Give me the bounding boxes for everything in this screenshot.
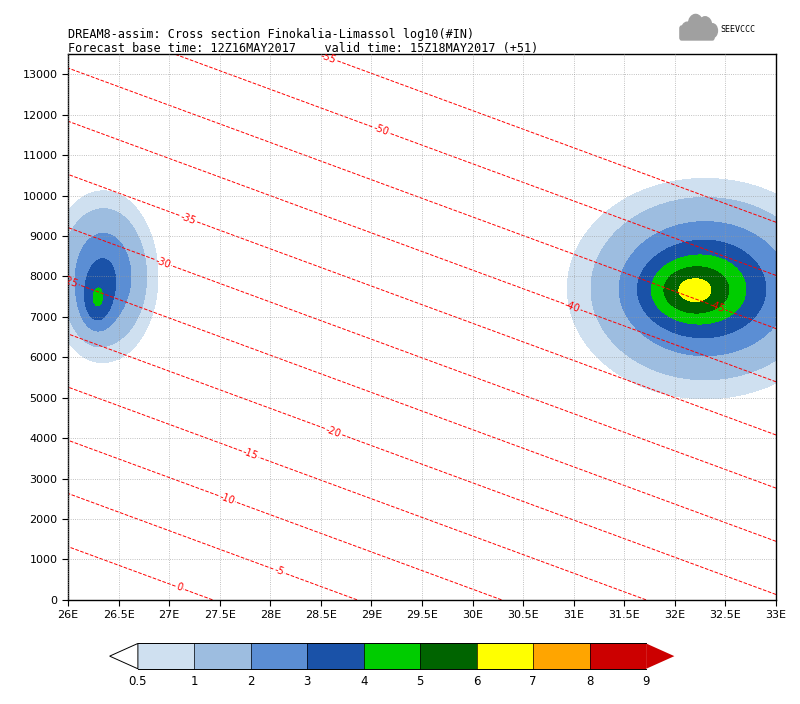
- Bar: [364, 643, 420, 669]
- Text: -40: -40: [563, 299, 582, 314]
- Text: -50: -50: [371, 122, 390, 137]
- Text: -45: -45: [708, 299, 726, 314]
- Text: -25: -25: [61, 274, 80, 289]
- Text: 2: 2: [247, 675, 254, 688]
- FancyBboxPatch shape: [680, 26, 714, 40]
- Text: DREAM8-assim: Cross section Finokalia-Limassol log10(#IN): DREAM8-assim: Cross section Finokalia-Li…: [68, 28, 474, 41]
- Circle shape: [688, 14, 703, 34]
- Circle shape: [682, 22, 693, 37]
- Bar: [533, 643, 590, 669]
- Text: -20: -20: [324, 424, 342, 439]
- Bar: [251, 643, 307, 669]
- Text: -15: -15: [241, 447, 259, 462]
- Bar: [307, 643, 364, 669]
- Text: -55: -55: [319, 50, 338, 65]
- Text: SEEVCCC: SEEVCCC: [721, 25, 756, 34]
- Text: 0: 0: [174, 582, 184, 593]
- Circle shape: [698, 17, 712, 35]
- Bar: [420, 643, 477, 669]
- Text: 9: 9: [642, 675, 650, 688]
- Polygon shape: [646, 643, 674, 669]
- Text: -10: -10: [218, 491, 236, 506]
- Polygon shape: [110, 643, 138, 669]
- Text: 7: 7: [530, 675, 537, 688]
- Text: Forecast base time: 12Z16MAY2017    valid time: 15Z18MAY2017 (+51): Forecast base time: 12Z16MAY2017 valid t…: [68, 42, 538, 55]
- Text: 1: 1: [190, 675, 198, 688]
- Bar: [590, 643, 646, 669]
- Text: 8: 8: [586, 675, 594, 688]
- Bar: [138, 643, 194, 669]
- Text: 0.5: 0.5: [129, 675, 147, 688]
- Text: -35: -35: [178, 211, 197, 226]
- Text: 3: 3: [304, 675, 311, 688]
- Bar: [477, 643, 533, 669]
- Text: 4: 4: [360, 675, 367, 688]
- Text: 6: 6: [473, 675, 481, 688]
- Text: 5: 5: [417, 675, 424, 688]
- Text: -5: -5: [273, 565, 285, 577]
- Text: -30: -30: [154, 255, 172, 270]
- Bar: [194, 643, 251, 669]
- Circle shape: [707, 24, 718, 37]
